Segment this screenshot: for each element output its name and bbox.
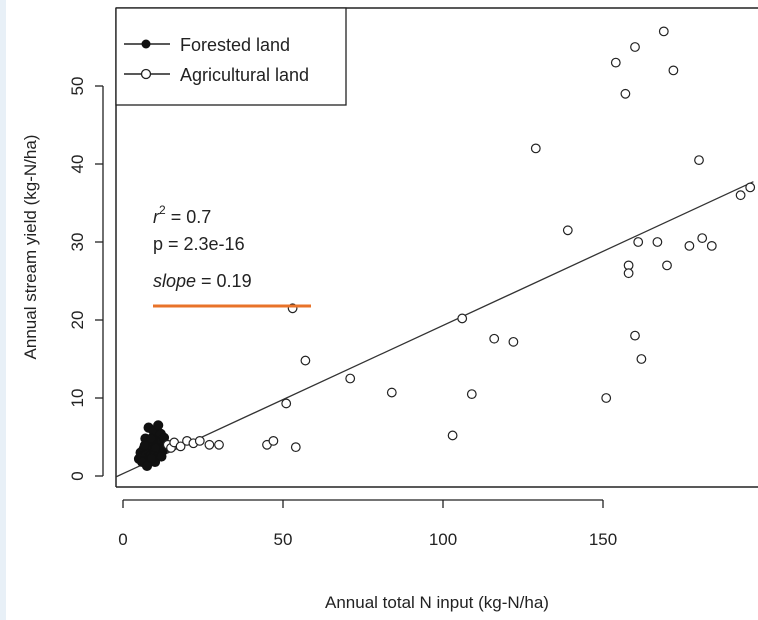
- open-circle-icon: [140, 68, 152, 80]
- forested-point: [146, 433, 157, 444]
- agricultural-point: [610, 57, 621, 68]
- agricultural-point: [386, 387, 397, 398]
- y-tick-label: 50: [68, 77, 87, 96]
- agricultural-point: [345, 373, 356, 384]
- legend-entry-forested: Forested land: [124, 35, 290, 55]
- forested-point: [139, 440, 150, 451]
- filled-circle-icon: [141, 39, 151, 49]
- agricultural-point: [735, 190, 746, 201]
- agricultural-point: [268, 436, 279, 446]
- agricultural-point: [194, 436, 205, 446]
- agricultural-point: [601, 393, 612, 403]
- agricultural-point: [658, 26, 669, 37]
- p-value-text: p = 2.3e-16: [153, 234, 245, 254]
- forested-point: [146, 452, 157, 464]
- stats-annotation: r2 = 0.7 p = 2.3e-16 slope = 0.19: [153, 203, 311, 308]
- left-edge-strip: [0, 0, 6, 620]
- legend-box: [115, 7, 347, 106]
- agricultural-point: [623, 268, 634, 279]
- agricultural-point: [281, 398, 292, 409]
- agricultural-point: [652, 237, 663, 247]
- agricultural-point: [204, 439, 215, 450]
- forested-point: [150, 442, 161, 454]
- slope-label: slope: [153, 271, 196, 291]
- x-tick-label: 150: [589, 530, 617, 549]
- agricultural-point: [662, 260, 672, 271]
- agricultural-point: [175, 441, 186, 452]
- legend-label-agricultural: Agricultural land: [180, 65, 309, 85]
- slope-text: slope = 0.19: [153, 271, 252, 291]
- y-axis-title: Annual stream yield (kg-N/ha): [21, 135, 40, 360]
- forested-point: [153, 420, 164, 431]
- agricultural-point: [694, 155, 704, 166]
- agricultural-point: [489, 333, 500, 344]
- y-tick-label: 40: [68, 155, 87, 174]
- agricultural-point: [684, 240, 695, 251]
- slope-value: = 0.19: [196, 271, 252, 291]
- agricultural-point: [620, 88, 631, 99]
- forested-point: [141, 460, 153, 471]
- data-points: [133, 26, 756, 471]
- legend-label-forested: Forested land: [180, 35, 290, 55]
- agricultural-point: [214, 439, 224, 450]
- y-tick-label: 0: [68, 471, 87, 480]
- x-tick-label: 0: [118, 530, 127, 549]
- agricultural-point: [530, 143, 541, 154]
- agricultural-point: [447, 430, 458, 441]
- forested-point: [156, 451, 167, 462]
- regression-line: [116, 181, 754, 478]
- agricultural-point: [633, 237, 644, 247]
- x-tick-label: 100: [429, 530, 457, 549]
- y-tick-label: 30: [68, 233, 87, 252]
- agricultural-point: [466, 389, 477, 400]
- x-tick-label: 50: [274, 530, 293, 549]
- r-squared-text: r2 = 0.7: [153, 203, 211, 227]
- agricultural-point: [697, 233, 708, 244]
- r-sup: 2: [159, 203, 166, 217]
- y-axis: 0 10 20 30 40 50: [68, 77, 104, 481]
- agricultural-point: [706, 240, 717, 251]
- agricultural-point: [745, 182, 756, 193]
- agricultural-point: [508, 336, 519, 347]
- agricultural-point: [457, 313, 468, 324]
- agricultural-point: [636, 354, 647, 364]
- agricultural-point: [290, 442, 301, 453]
- agricultural-point: [668, 65, 679, 76]
- r-squared-value: = 0.7: [166, 207, 212, 227]
- y-tick-label: 10: [68, 389, 87, 408]
- agricultural-point: [630, 330, 640, 341]
- agricultural-point: [562, 225, 573, 236]
- legend-entry-agricultural: Agricultural land: [124, 65, 309, 85]
- agricultural-point: [630, 42, 640, 52]
- x-axis-title: Annual total N input (kg-N/ha): [325, 593, 549, 612]
- agricultural-point: [300, 355, 311, 366]
- x-axis: 0 50 100 150: [118, 499, 617, 549]
- regression-group: [116, 181, 754, 478]
- legend: Forested land Agricultural land: [115, 7, 347, 106]
- r-label: r: [153, 207, 160, 227]
- y-tick-label: 20: [68, 311, 87, 330]
